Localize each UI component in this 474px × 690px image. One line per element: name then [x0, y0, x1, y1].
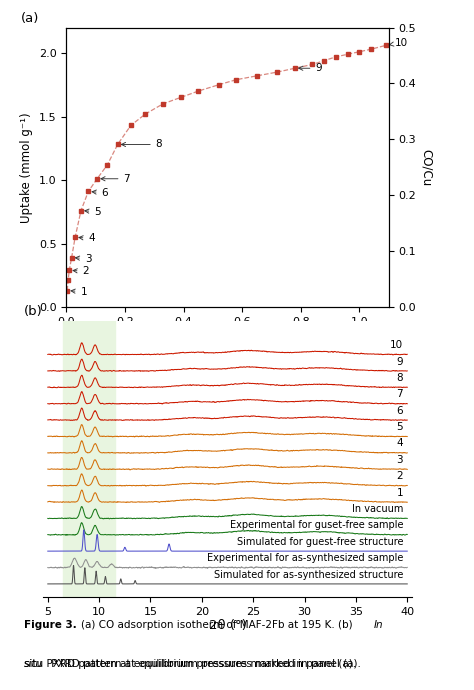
- Text: In: In: [374, 620, 383, 629]
- Text: 10: 10: [389, 38, 408, 48]
- Bar: [63, 321, 115, 597]
- Text: 9: 9: [397, 357, 403, 366]
- Text: (a) CO adsorption isotherm of MAF-2Fb at 195 K. (b): (a) CO adsorption isotherm of MAF-2Fb at…: [82, 620, 356, 629]
- Y-axis label: CO/Cu: CO/Cu: [420, 149, 433, 186]
- Text: 4: 4: [79, 233, 95, 244]
- Text: In vacuum: In vacuum: [352, 504, 403, 514]
- Text: 4: 4: [397, 439, 403, 449]
- Text: 3: 3: [397, 455, 403, 465]
- Text: 1: 1: [397, 488, 403, 497]
- Text: 10: 10: [390, 340, 403, 351]
- Text: 2: 2: [397, 471, 403, 482]
- Text: 5: 5: [85, 207, 101, 217]
- Text: 5: 5: [397, 422, 403, 432]
- Text: Experimental for as-synthesized sample: Experimental for as-synthesized sample: [207, 553, 403, 563]
- Text: Experimental for guset-free sample: Experimental for guset-free sample: [229, 520, 403, 531]
- Text: (b): (b): [24, 305, 43, 318]
- Text: Simulated for guest-free structure: Simulated for guest-free structure: [237, 537, 403, 546]
- Text: Figure 3.: Figure 3.: [24, 620, 76, 629]
- Text: 2: 2: [73, 266, 89, 277]
- Text: situ PXRD pattern at equilibrium pressures marked in panel (a).: situ PXRD pattern at equilibrium pressur…: [24, 658, 356, 669]
- Y-axis label: Uptake (mmol g⁻¹): Uptake (mmol g⁻¹): [20, 112, 33, 223]
- Text: 9: 9: [299, 63, 322, 73]
- Text: (a): (a): [21, 12, 40, 25]
- Text: 6: 6: [397, 406, 403, 415]
- Text: situ: situ: [24, 658, 43, 669]
- Text: 1: 1: [71, 287, 87, 297]
- X-axis label: 2θ (°): 2θ (°): [209, 620, 246, 632]
- Text: 3: 3: [75, 254, 91, 264]
- Text: Simulated for as-synthesized structure: Simulated for as-synthesized structure: [214, 570, 403, 580]
- Text: PXRD pattern at equilibrium pressures marked in panel (a).: PXRD pattern at equilibrium pressures ma…: [47, 658, 360, 669]
- Text: 7: 7: [397, 389, 403, 400]
- Text: 8: 8: [121, 139, 163, 150]
- X-axis label: P (bar): P (bar): [208, 333, 247, 345]
- Text: 7: 7: [101, 174, 130, 184]
- Text: 6: 6: [92, 188, 108, 198]
- Text: 8: 8: [397, 373, 403, 383]
